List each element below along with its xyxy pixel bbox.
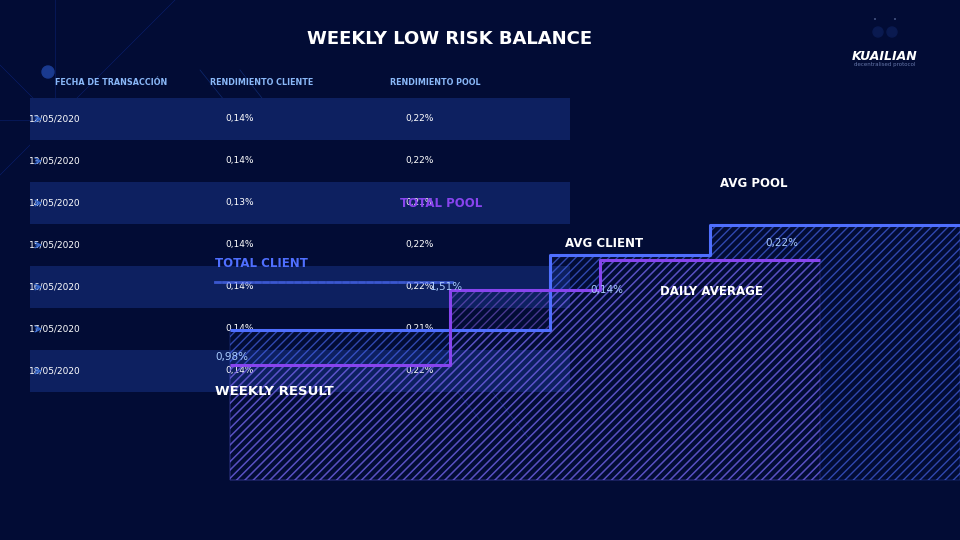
Text: 0,22%: 0,22% [406,114,434,124]
Text: 0,22%: 0,22% [406,367,434,375]
Text: KUAILIAN: KUAILIAN [852,50,918,63]
Text: 0,14%: 0,14% [226,282,254,292]
Text: 0,21%: 0,21% [406,199,434,207]
Text: WEEKLY RESULT: WEEKLY RESULT [215,385,334,398]
Text: 0,14%: 0,14% [226,325,254,334]
Text: TOTAL POOL: TOTAL POOL [400,197,482,210]
Text: DAILY AVERAGE: DAILY AVERAGE [660,285,763,298]
Bar [30,182,570,224]
Text: WEEKLY LOW RISK BALANCE: WEEKLY LOW RISK BALANCE [307,30,592,48]
Bar [30,350,570,392]
Text: decentralised protocol: decentralised protocol [854,62,916,67]
Text: FECHA DE TRANSACCIÓN: FECHA DE TRANSACCIÓN [55,78,167,87]
Text: 1,51%: 1,51% [430,282,463,292]
Text: 0,14%: 0,14% [226,114,254,124]
Text: 12/05/2020: 12/05/2020 [29,114,81,124]
Text: 0,22%: 0,22% [406,282,434,292]
Text: 14/05/2020: 14/05/2020 [29,199,81,207]
Bar [30,308,570,350]
Text: 0,22%: 0,22% [765,238,798,248]
Bar [30,224,570,266]
Circle shape [873,27,883,37]
Text: 0,14%: 0,14% [226,157,254,165]
Text: 0,21%: 0,21% [406,325,434,334]
Text: AVG CLIENT: AVG CLIENT [565,237,643,250]
Bar [30,98,570,140]
Text: AVG POOL: AVG POOL [720,177,787,190]
Text: 0,14%: 0,14% [226,367,254,375]
Text: 0,14%: 0,14% [590,285,623,295]
Bar [30,266,570,308]
Text: RENDIMIENTO CLIENTE: RENDIMIENTO CLIENTE [210,78,313,87]
Bar [30,140,570,182]
Circle shape [42,66,54,78]
Text: 15/05/2020: 15/05/2020 [29,240,81,249]
Text: 13/05/2020: 13/05/2020 [29,157,81,165]
Circle shape [887,27,897,37]
Text: 0,14%: 0,14% [226,240,254,249]
Text: 0,22%: 0,22% [406,157,434,165]
Text: 17/05/2020: 17/05/2020 [29,325,81,334]
Text: TOTAL CLIENT: TOTAL CLIENT [215,257,308,270]
Text: 0,22%: 0,22% [406,240,434,249]
Text: 18/05/2020: 18/05/2020 [29,367,81,375]
Text: 16/05/2020: 16/05/2020 [29,282,81,292]
Text: RENDIMIENTO POOL: RENDIMIENTO POOL [390,78,481,87]
Text: 0,13%: 0,13% [226,199,254,207]
Text: 0,98%: 0,98% [215,352,248,362]
